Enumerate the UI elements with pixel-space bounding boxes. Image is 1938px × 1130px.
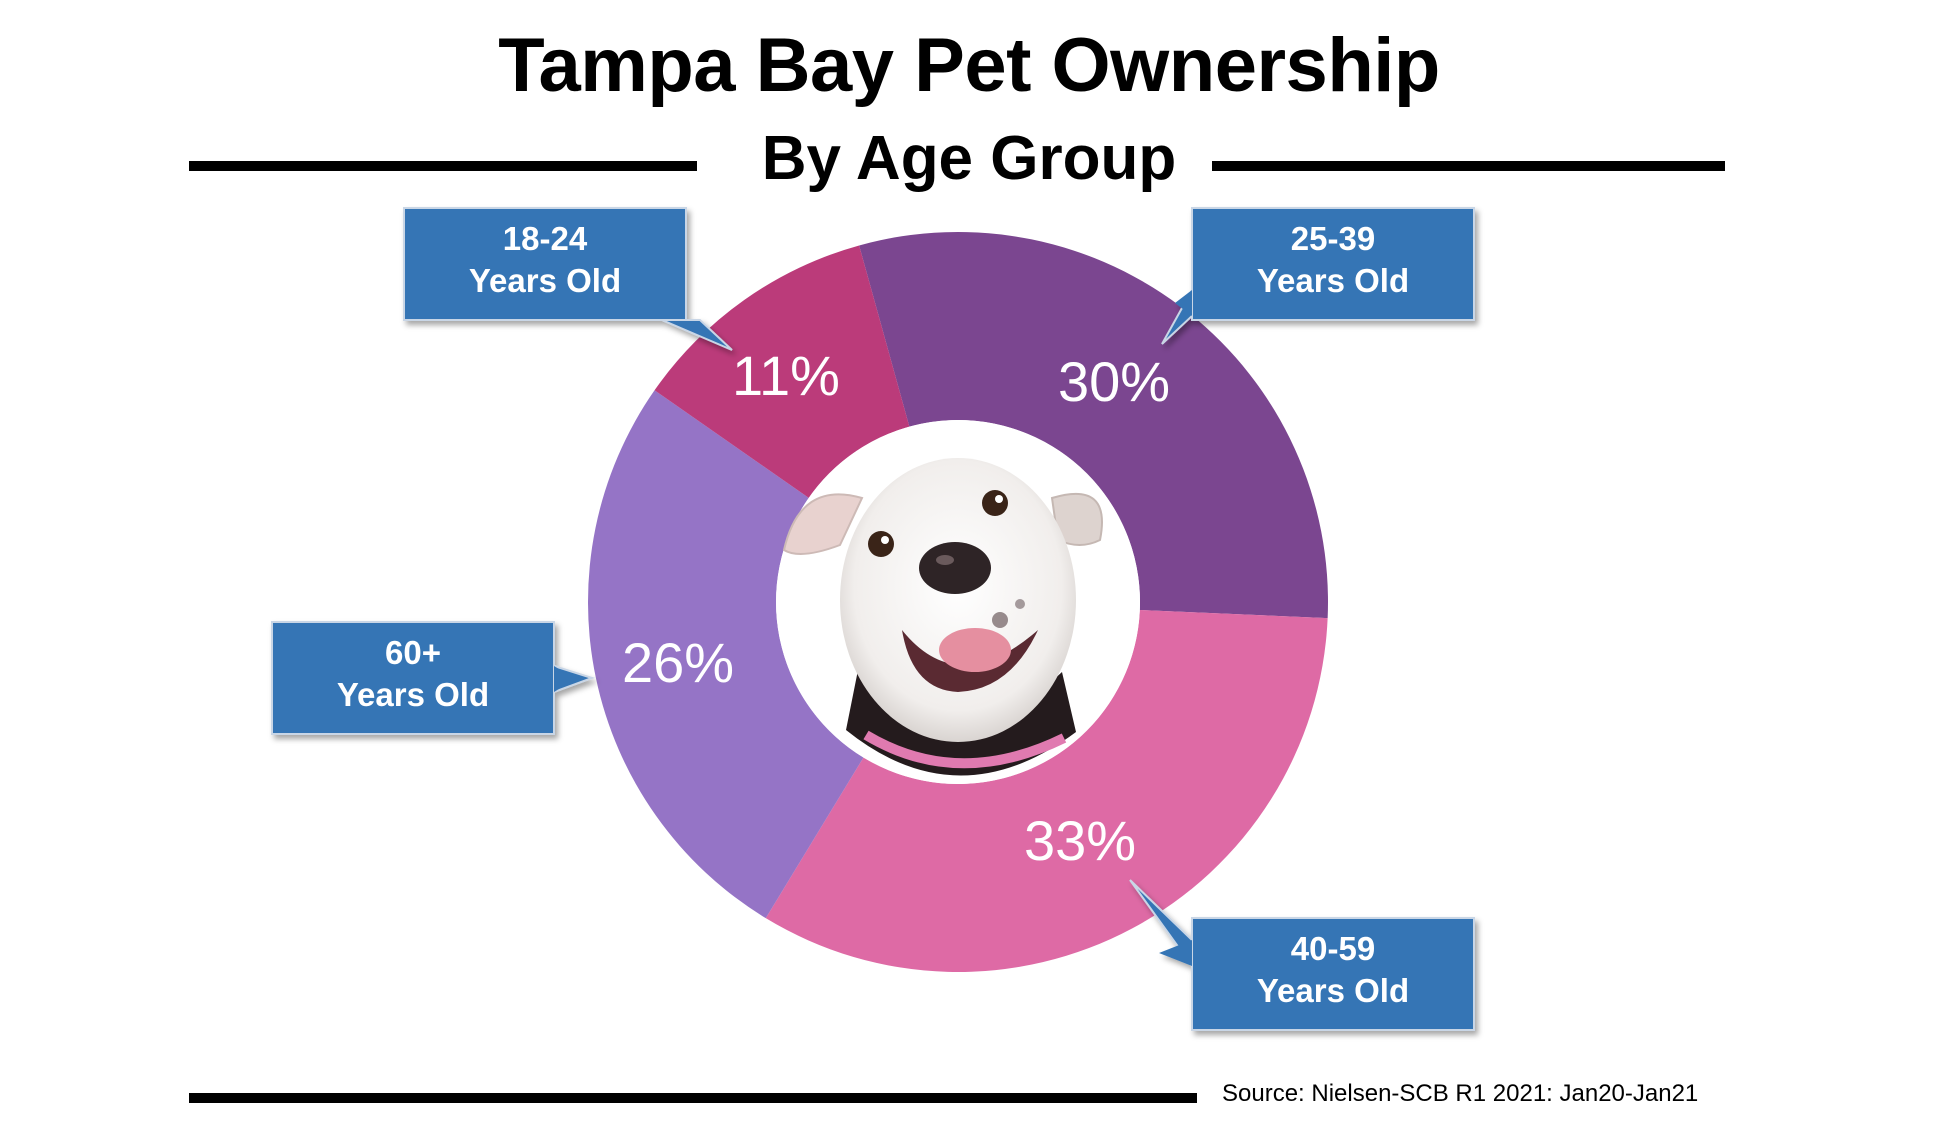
callout-box [403, 207, 687, 321]
slice-40-59 [765, 609, 1328, 972]
callout-age-range: 25-39 [1291, 220, 1375, 257]
slice-60+ [588, 390, 864, 919]
callout-box [271, 621, 555, 735]
callout-40-59: 40-59 Years Old [1129, 879, 1475, 1031]
subtitle-rule-right [1212, 161, 1725, 171]
chart-title: Tampa Bay Pet Ownership [498, 23, 1440, 108]
callout-years-old: Years Old [469, 262, 621, 299]
callout-25-39: 25-39 Years Old [1161, 207, 1475, 345]
callout-18-24: 18-24 Years Old [403, 207, 733, 351]
slice-label-18-24: 11% [732, 344, 840, 407]
callout-years-old: Years Old [337, 676, 489, 713]
subtitle-rule-left [189, 161, 697, 171]
source-note: Source: Nielsen-SCB R1 2021: Jan20-Jan21 [1222, 1080, 1699, 1107]
callout-box [1191, 917, 1475, 1031]
callout-age-range: 60+ [385, 634, 441, 671]
slice-label-60+: 26% [622, 631, 734, 694]
slice-18-24 [654, 245, 910, 498]
slice-label-25-39: 30% [1058, 350, 1170, 413]
chart-subtitle: By Age Group [761, 124, 1177, 193]
dog-photo [776, 420, 1140, 784]
slice-label-40-59: 33% [1024, 809, 1136, 872]
callout-years-old: Years Old [1257, 262, 1409, 299]
callout-60+: 60+ Years Old [271, 621, 596, 735]
callout-age-range: 18-24 [503, 220, 588, 257]
slice-25-39 [859, 232, 1328, 619]
callout-years-old: Years Old [1257, 972, 1409, 1009]
footer-rule [189, 1093, 1197, 1103]
callout-box [1191, 207, 1475, 321]
callout-age-range: 40-59 [1291, 930, 1375, 967]
